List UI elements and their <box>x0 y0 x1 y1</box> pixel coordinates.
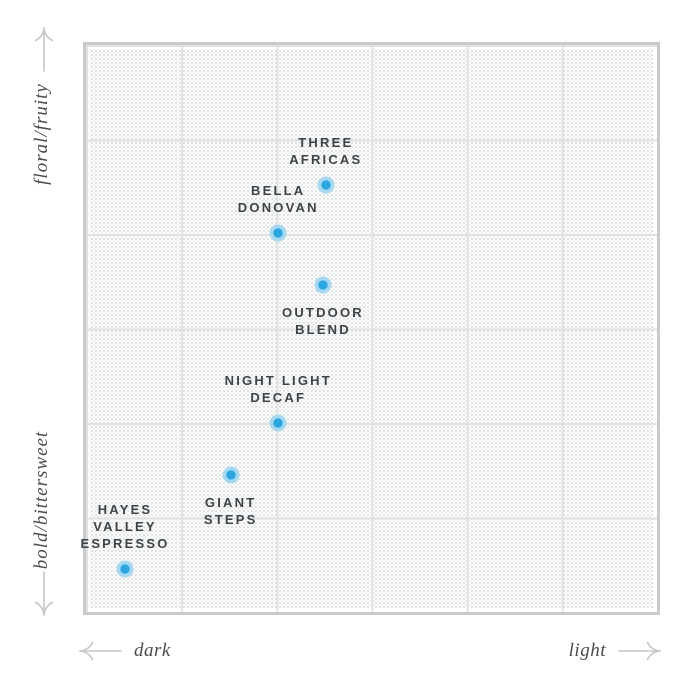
point-label-bella-donovan: BELLA DONOVAN <box>237 183 319 216</box>
arrow-down-icon <box>34 571 54 616</box>
x-axis-left-group: dark <box>78 639 171 663</box>
arrow-up-icon <box>34 27 54 72</box>
x-axis-right-group: light <box>569 639 662 663</box>
x-axis-max-label: light <box>568 640 606 661</box>
plot-area: THREE AFRICAS BELLA DONOVAN OUTDOOR BLEND NIGH… <box>80 42 660 615</box>
arrow-right-icon <box>618 641 661 661</box>
point-label-hayes-valley-espresso: HAYES VALLEY ESPRESSO <box>80 502 170 552</box>
data-point-outdoor-blend <box>314 276 332 294</box>
data-point-night-light-decaf <box>269 414 287 432</box>
data-point-hayes-valley-espresso <box>116 560 134 578</box>
data-point-giant-steps <box>222 466 240 484</box>
y-axis-bottom-label: bold/bittersweet <box>31 430 52 570</box>
point-label-giant-steps: GIANT STEPS <box>203 494 258 527</box>
data-point-bella-donovan <box>269 224 287 242</box>
y-axis-top-label: floral/fruity <box>31 83 52 185</box>
arrow-left-icon <box>79 641 122 661</box>
x-axis-min-label: dark <box>134 640 171 661</box>
point-label-outdoor-blend: OUTDOOR BLEND <box>282 305 364 338</box>
data-point-three-africas <box>317 176 335 194</box>
point-label-three-africas: THREE AFRICAS <box>289 134 363 167</box>
point-label-night-light-decaf: NIGHT LIGHT DECAF <box>224 373 332 406</box>
